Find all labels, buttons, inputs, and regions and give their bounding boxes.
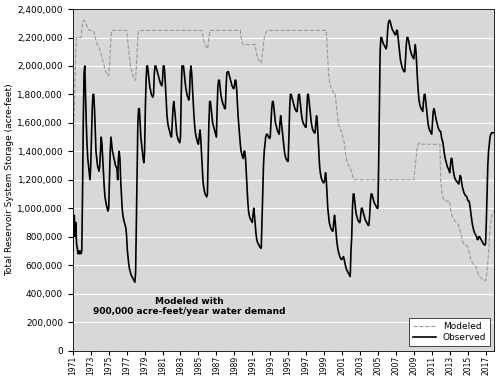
Observed <box>112 163 118 168</box>
Modeled <box>307 28 313 33</box>
Line: Observed: Observed <box>73 21 494 282</box>
Modeled <box>491 209 497 213</box>
Modeled <box>402 178 408 182</box>
Text: Modeled with
900,000 acre-feet/year water demand: Modeled with 900,000 acre-feet/year wate… <box>93 297 286 316</box>
Observed <box>491 131 497 135</box>
Y-axis label: Total Reservoir System Storage (acre-feet): Total Reservoir System Storage (acre-fee… <box>6 83 15 276</box>
Observed <box>307 106 313 111</box>
Observed <box>386 18 392 23</box>
Modeled <box>294 28 300 33</box>
Observed <box>132 280 138 285</box>
Modeled <box>326 71 332 75</box>
Modeled <box>482 279 488 283</box>
Modeled <box>70 156 76 161</box>
Observed <box>404 42 409 47</box>
Observed <box>326 213 332 218</box>
Line: Modeled: Modeled <box>73 21 494 281</box>
Modeled <box>222 28 228 33</box>
Legend: Modeled, Observed: Modeled, Observed <box>410 318 490 346</box>
Modeled <box>80 18 86 23</box>
Observed <box>222 106 228 111</box>
Observed <box>294 109 300 114</box>
Modeled <box>113 28 119 33</box>
Observed <box>70 249 76 253</box>
